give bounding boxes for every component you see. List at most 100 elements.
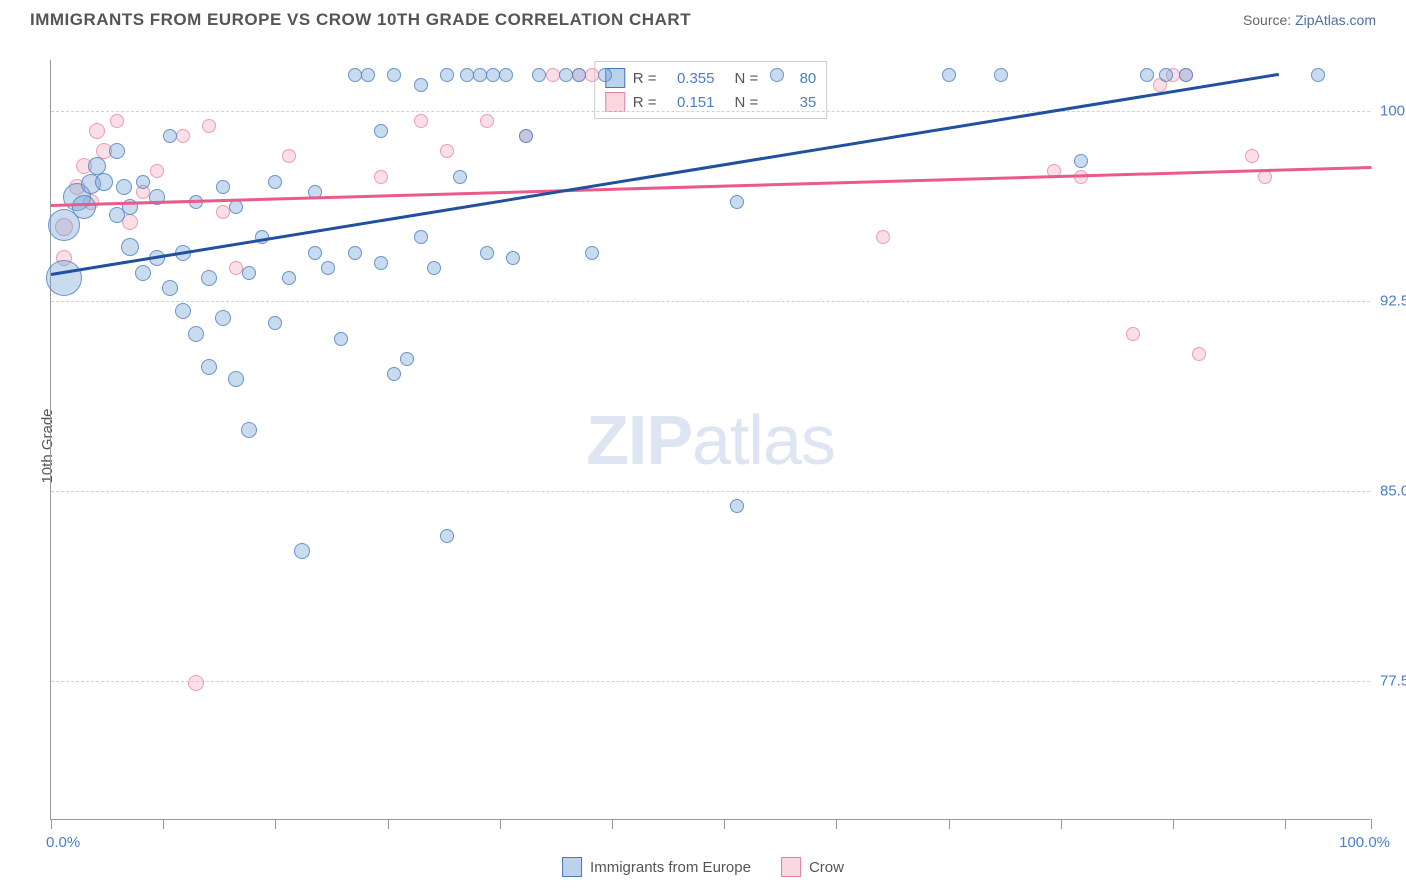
data-point-europe <box>572 68 586 82</box>
series-legend: Immigrants from Europe Crow <box>562 857 844 877</box>
data-point-europe <box>135 265 151 281</box>
data-point-crow <box>188 675 204 691</box>
legend-swatch <box>562 857 582 877</box>
data-point-europe <box>215 310 231 326</box>
data-point-europe <box>770 68 784 82</box>
data-point-crow <box>1192 347 1206 361</box>
data-point-europe <box>374 256 388 270</box>
data-point-europe <box>387 367 401 381</box>
data-point-europe <box>519 129 533 143</box>
data-point-europe <box>400 352 414 366</box>
r-value: 0.151 <box>665 94 715 111</box>
data-point-crow <box>150 164 164 178</box>
data-point-europe <box>598 68 612 82</box>
data-point-europe <box>1074 154 1088 168</box>
x-axis-label-min: 0.0% <box>46 834 80 851</box>
n-label: N = <box>735 70 759 87</box>
data-point-europe <box>348 68 362 82</box>
data-point-europe <box>121 238 139 256</box>
source-attribution: Source: ZipAtlas.com <box>1243 12 1376 28</box>
data-point-europe <box>506 251 520 265</box>
data-point-europe <box>163 129 177 143</box>
legend-item: Crow <box>781 857 844 877</box>
r-label: R = <box>633 70 657 87</box>
data-point-crow <box>216 205 230 219</box>
source-link[interactable]: ZipAtlas.com <box>1295 12 1376 28</box>
data-point-europe <box>532 68 546 82</box>
data-point-europe <box>201 359 217 375</box>
data-point-europe <box>1140 68 1154 82</box>
data-point-europe <box>116 179 132 195</box>
legend-label: Crow <box>809 859 844 876</box>
data-point-europe <box>994 68 1008 82</box>
x-axis-tick <box>1285 819 1286 829</box>
y-axis-tick-label: 92.5% <box>1380 292 1406 309</box>
x-axis-tick <box>724 819 725 829</box>
x-axis-tick <box>1173 819 1174 829</box>
x-axis-tick <box>949 819 950 829</box>
data-point-crow <box>440 144 454 158</box>
x-axis-tick <box>1371 819 1372 829</box>
data-point-europe <box>46 260 82 296</box>
legend-row: R =0.355N =80 <box>605 66 817 90</box>
x-axis-tick <box>612 819 613 829</box>
x-axis-tick <box>275 819 276 829</box>
data-point-crow <box>546 68 560 82</box>
r-label: R = <box>633 94 657 111</box>
data-point-europe <box>414 230 428 244</box>
legend-swatch <box>605 92 625 112</box>
data-point-europe <box>348 246 362 260</box>
data-point-europe <box>440 529 454 543</box>
data-point-europe <box>414 78 428 92</box>
x-axis-tick <box>163 819 164 829</box>
watermark: ZIPatlas <box>586 400 835 480</box>
data-point-europe <box>486 68 500 82</box>
data-point-crow <box>1245 149 1259 163</box>
y-axis-tick-label: 85.0% <box>1380 482 1406 499</box>
data-point-europe <box>942 68 956 82</box>
data-point-europe <box>559 68 573 82</box>
data-point-europe <box>294 543 310 559</box>
data-point-crow <box>585 68 599 82</box>
data-point-europe <box>175 303 191 319</box>
data-point-europe <box>499 68 513 82</box>
legend-label: Immigrants from Europe <box>590 859 751 876</box>
gridline <box>51 111 1370 112</box>
source-label: Source: <box>1243 12 1291 28</box>
data-point-europe <box>216 180 230 194</box>
data-point-crow <box>110 114 124 128</box>
data-point-europe <box>473 68 487 82</box>
data-point-crow <box>480 114 494 128</box>
data-point-europe <box>308 246 322 260</box>
legend-swatch <box>781 857 801 877</box>
data-point-europe <box>228 371 244 387</box>
data-point-crow <box>282 149 296 163</box>
data-point-europe <box>268 316 282 330</box>
data-point-europe <box>453 170 467 184</box>
data-point-crow <box>374 170 388 184</box>
data-point-crow <box>414 114 428 128</box>
data-point-europe <box>95 173 113 191</box>
data-point-europe <box>460 68 474 82</box>
data-point-europe <box>1179 68 1193 82</box>
data-point-europe <box>387 68 401 82</box>
data-point-crow <box>176 129 190 143</box>
data-point-europe <box>268 175 282 189</box>
chart-title: IMMIGRANTS FROM EUROPE VS CROW 10TH GRAD… <box>30 10 691 30</box>
data-point-europe <box>1311 68 1325 82</box>
data-point-crow <box>1126 327 1140 341</box>
data-point-europe <box>162 280 178 296</box>
y-axis-tick-label: 77.5% <box>1380 672 1406 689</box>
r-value: 0.355 <box>665 70 715 87</box>
data-point-europe <box>109 143 125 159</box>
data-point-europe <box>282 271 296 285</box>
x-axis-tick <box>51 819 52 829</box>
data-point-europe <box>1159 68 1173 82</box>
data-point-europe <box>585 246 599 260</box>
trend-line-crow <box>51 166 1371 206</box>
data-point-europe <box>361 68 375 82</box>
data-point-europe <box>730 499 744 513</box>
data-point-europe <box>72 195 96 219</box>
data-point-europe <box>188 326 204 342</box>
gridline <box>51 681 1370 682</box>
